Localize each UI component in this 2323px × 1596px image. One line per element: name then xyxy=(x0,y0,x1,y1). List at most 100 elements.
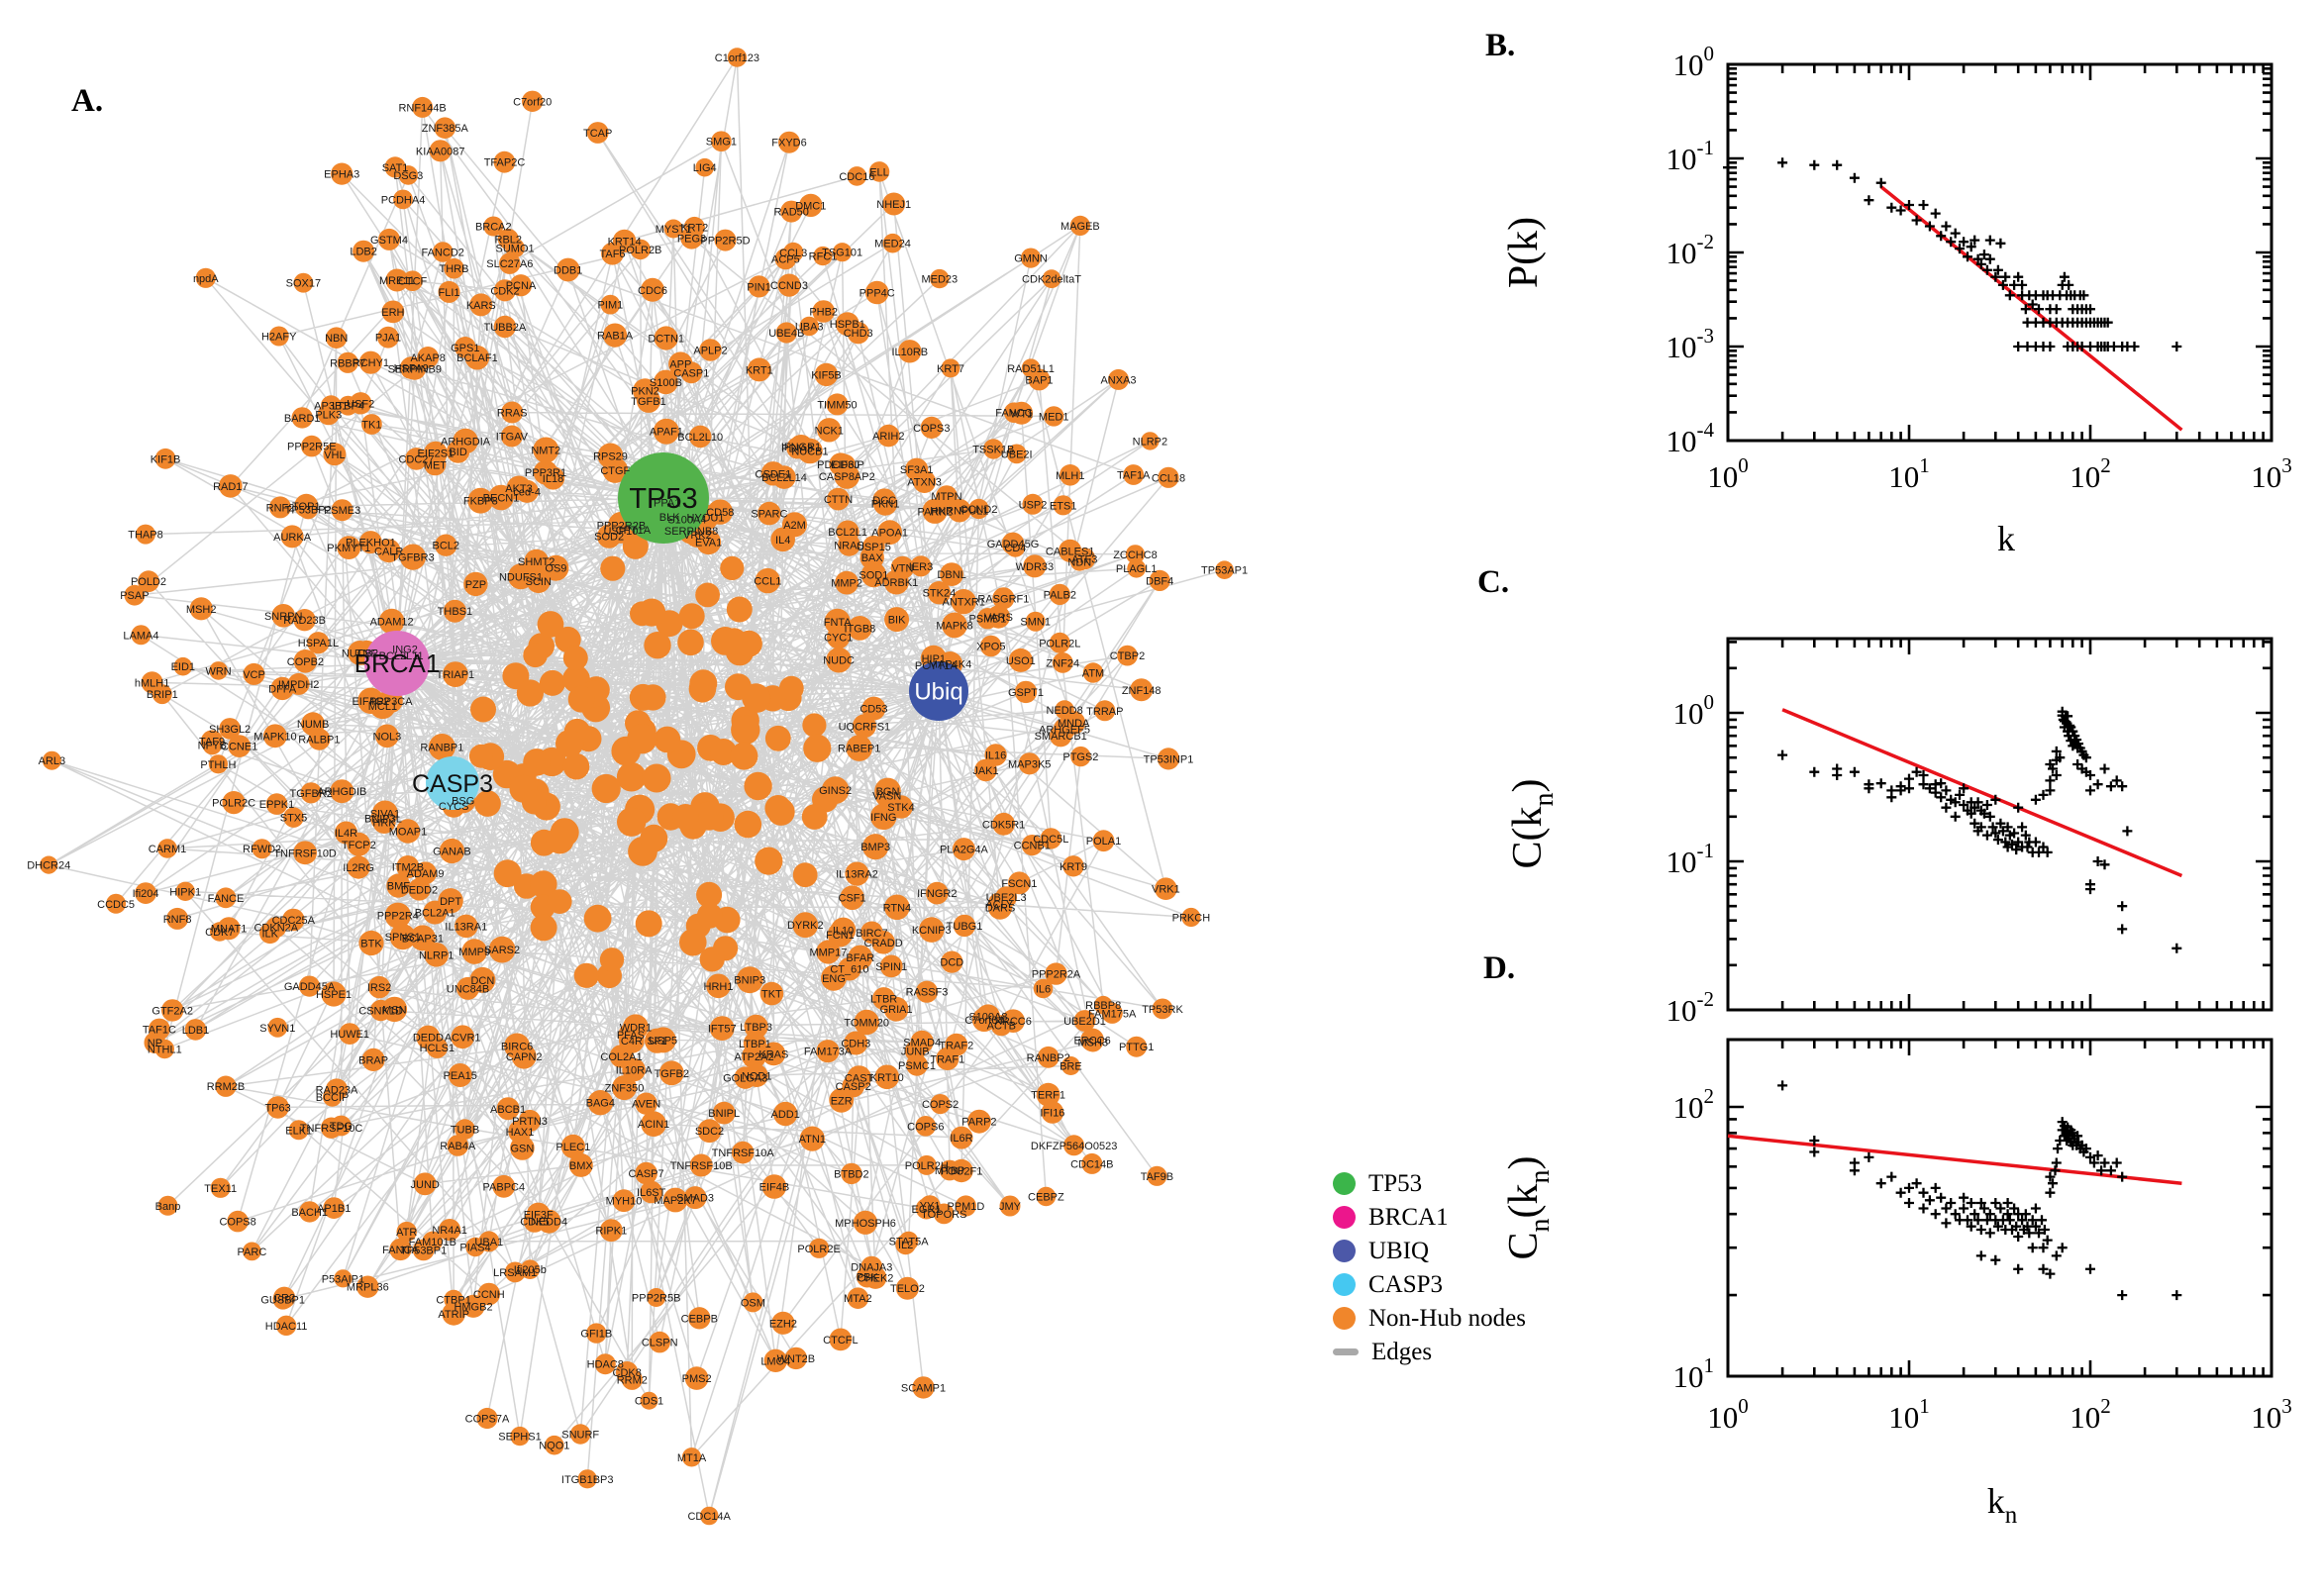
node-label: CASP8AP2 xyxy=(819,471,875,483)
network-node xyxy=(870,803,897,831)
node-label: ERH xyxy=(381,307,404,319)
node-label: NR4A1 xyxy=(432,1225,466,1237)
node-label: DHCR24 xyxy=(27,860,70,872)
network-node xyxy=(228,735,252,757)
node-label: TOPORS xyxy=(921,1209,966,1221)
network-node xyxy=(1008,648,1033,672)
hub-node-tp53 xyxy=(618,452,709,544)
hub-node-casp3 xyxy=(426,756,479,810)
network-node xyxy=(730,742,758,770)
node-label: NBN xyxy=(325,333,348,345)
network-node xyxy=(1149,569,1170,592)
network-node xyxy=(1141,432,1160,450)
node-label: POLR2E xyxy=(797,1244,840,1255)
node-label: KRT9 xyxy=(1060,861,1087,873)
network-node xyxy=(612,1075,637,1101)
network-node xyxy=(461,1294,485,1318)
network-node xyxy=(799,1126,825,1151)
network-node xyxy=(510,1136,535,1160)
network-node xyxy=(389,1238,412,1261)
node-label: MSH2 xyxy=(186,604,217,616)
node-label: NEDD4 xyxy=(531,1217,567,1229)
network-node xyxy=(816,940,841,964)
node-label: TOMM20 xyxy=(844,1018,889,1030)
node-label: FXYD6 xyxy=(771,138,806,150)
node-label: PDCD6IP xyxy=(817,459,864,471)
node-label: CRADD xyxy=(864,938,903,949)
network-node xyxy=(1023,554,1047,578)
node-label: ARHGDIA xyxy=(441,437,491,449)
network-node xyxy=(627,724,657,754)
network-node xyxy=(755,847,783,875)
network-node xyxy=(976,608,999,630)
node-label: SMARCB1 xyxy=(1035,731,1087,743)
network-node xyxy=(215,887,237,909)
panel-a-label: A. xyxy=(71,83,104,119)
node-label: PKMYT1 xyxy=(327,543,370,554)
node-label: CABLES1 xyxy=(1046,546,1095,557)
node-label: NCK1 xyxy=(815,425,844,437)
node-label: CCNH xyxy=(473,1289,505,1301)
node-label: TCAP xyxy=(583,128,612,140)
network-node xyxy=(144,1032,166,1053)
network-node xyxy=(367,975,391,999)
network-node xyxy=(1130,678,1154,702)
node-label: DBF4 xyxy=(1146,575,1173,587)
node-label: WDR33 xyxy=(1016,561,1055,573)
node-label: SMN1 xyxy=(1020,617,1051,629)
node-label: SMAD4 xyxy=(903,1037,941,1048)
node-label: MED24 xyxy=(874,239,911,250)
node-label: CSF1 xyxy=(839,893,866,905)
network-node xyxy=(827,487,850,511)
network-node xyxy=(803,734,832,762)
network-node xyxy=(454,1119,475,1140)
network-node xyxy=(748,275,770,298)
node-label: ZNF24 xyxy=(1046,657,1079,669)
x-tick-label: 103 xyxy=(2251,453,2292,494)
node-label: TSSK1B xyxy=(972,444,1014,455)
node-label: BNIP3L xyxy=(364,814,402,826)
node-label: TRAF1 xyxy=(930,1053,964,1065)
node-label: PARP2 xyxy=(961,1117,996,1129)
network-node xyxy=(451,1025,475,1049)
node-label: APLP2 xyxy=(693,346,727,357)
legend-label: BRCA1 xyxy=(1368,1203,1449,1231)
network-node xyxy=(681,1447,702,1467)
node-label: MTBP xyxy=(935,1165,965,1177)
network-node xyxy=(695,157,714,177)
network-node xyxy=(275,1315,297,1337)
node-label: HIP1 xyxy=(922,653,946,665)
network-node xyxy=(524,549,549,574)
network-node xyxy=(293,609,316,632)
network-node xyxy=(838,534,860,556)
node-label: VTN xyxy=(891,562,913,574)
node-label: XPO5 xyxy=(976,642,1005,653)
network-node xyxy=(953,914,976,938)
node-label: CDK5R1 xyxy=(982,819,1025,831)
network-node xyxy=(761,1174,787,1199)
node-label: GSN xyxy=(510,1144,534,1155)
node-label: LDB2 xyxy=(350,247,377,258)
node-label: CEBPZ xyxy=(1028,1192,1064,1204)
node-label: DCN xyxy=(470,975,494,987)
network-node xyxy=(942,612,967,639)
network-node xyxy=(210,1177,231,1198)
node-label: NOD1 xyxy=(742,1070,772,1082)
network-node xyxy=(539,669,565,696)
node-label: C7orf64 xyxy=(964,1015,1003,1027)
node-label: CPT1A xyxy=(616,525,652,537)
node-label: KRT2 xyxy=(680,223,708,235)
network-node xyxy=(1033,978,1054,999)
node-label: MRPL36 xyxy=(347,1282,389,1294)
network-node xyxy=(801,804,828,830)
hub-label-ubiq: Ubiq xyxy=(914,678,962,705)
network-node xyxy=(974,758,997,782)
network-node xyxy=(586,1323,607,1344)
network-node xyxy=(428,734,455,760)
network-node xyxy=(925,881,949,905)
node-label: PPP2R4 xyxy=(377,911,419,923)
network-node xyxy=(599,948,625,972)
plot-frame xyxy=(1726,1038,2273,1378)
network-node xyxy=(439,1219,461,1242)
casp3-swatch-icon xyxy=(1333,1273,1356,1296)
